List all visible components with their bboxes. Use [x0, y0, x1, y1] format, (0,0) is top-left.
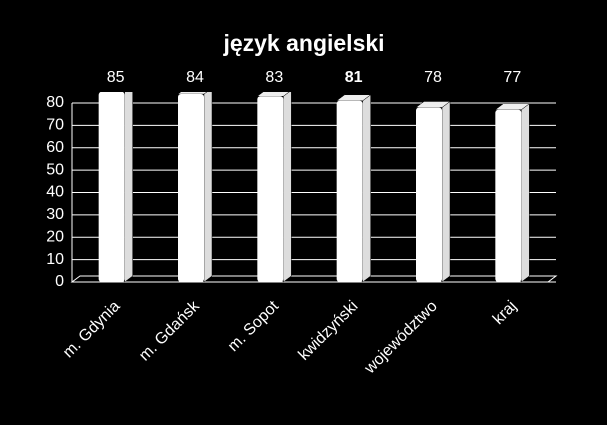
bar-top — [97, 92, 125, 93]
bar-front — [336, 100, 363, 282]
bar-side — [283, 92, 292, 283]
y-tick-label: 60 — [46, 139, 64, 156]
bar-top — [335, 94, 372, 102]
y-tick-label: 70 — [46, 117, 64, 134]
floor — [70, 275, 558, 283]
bar-side — [203, 92, 213, 283]
bar-front — [416, 107, 442, 282]
bar — [177, 92, 213, 283]
y-tick-label: 30 — [46, 206, 64, 223]
bar — [97, 92, 133, 283]
y-tick-label: 50 — [46, 161, 64, 178]
x-tick-label: kraj — [490, 298, 520, 328]
value-label: 78 — [424, 69, 442, 86]
y-tick-label: 10 — [46, 251, 64, 268]
x-tick-label: województwo — [361, 298, 441, 378]
value-label: 84 — [186, 69, 204, 86]
bar-front — [98, 92, 125, 282]
x-tick-label: m. Gdynia — [60, 298, 124, 362]
bar-side — [441, 100, 451, 283]
bars — [97, 92, 531, 283]
bar — [415, 100, 451, 283]
value-label: 81 — [345, 69, 363, 86]
y-tick-label: 20 — [46, 228, 64, 245]
value-label: 85 — [107, 69, 125, 86]
y-tick-label: 0 — [55, 273, 64, 290]
bar-side — [362, 94, 371, 283]
x-tick-label: kwidzyński — [295, 298, 361, 364]
value-label: 77 — [503, 69, 521, 86]
bar-front — [495, 109, 522, 283]
bar-side — [124, 92, 133, 283]
bar-front — [257, 96, 284, 282]
y-tick-label: 40 — [46, 184, 64, 201]
bar — [256, 92, 292, 283]
bar-front — [178, 94, 204, 282]
x-tick-label: m. Gdańsk — [136, 297, 203, 364]
bar — [335, 94, 372, 283]
chart-title: język angielski — [222, 30, 384, 56]
bar-side — [521, 103, 530, 283]
y-tick-label: 80 — [46, 94, 64, 111]
bar — [494, 103, 531, 283]
value-label: 83 — [265, 69, 283, 86]
x-tick-label: m. Sopot — [225, 297, 283, 355]
